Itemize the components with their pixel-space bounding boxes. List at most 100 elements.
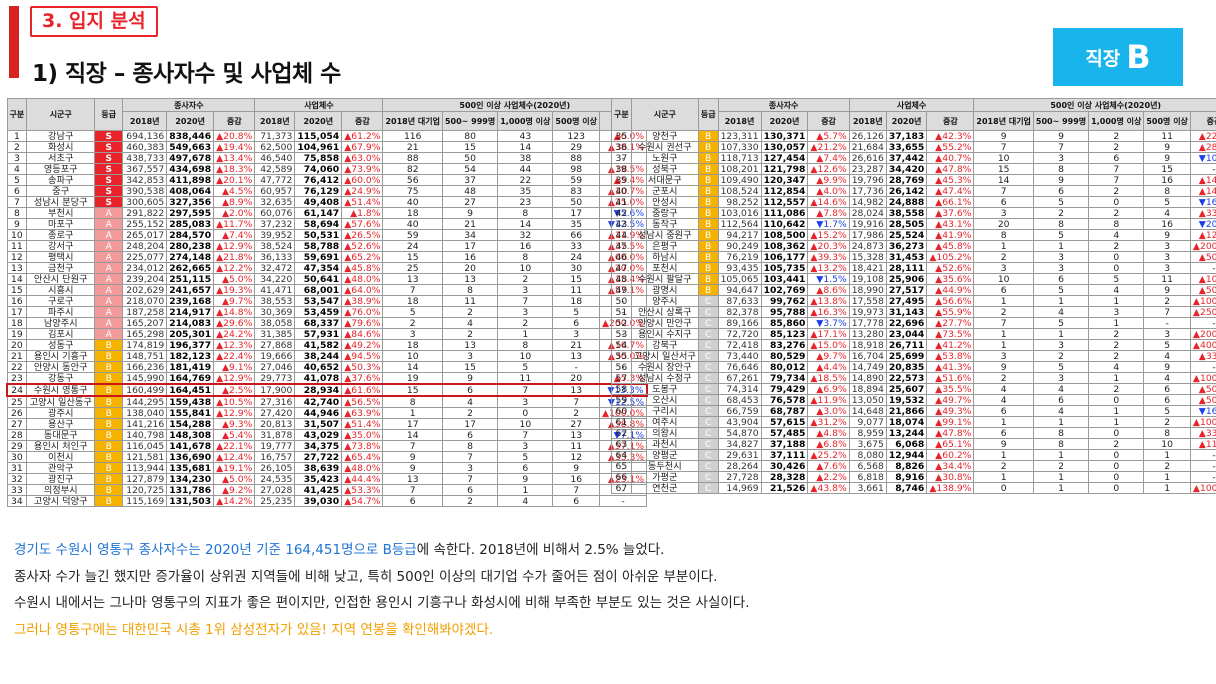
count-cell: 16 bbox=[1143, 218, 1191, 230]
table-row: 60 구리시 C 66,759 68,787 ▲3.0% 14,648 21,866 ▲49.3… bbox=[611, 405, 1216, 417]
change-cell: ▲53.3% bbox=[341, 484, 384, 496]
change-cell: ▲12.6% bbox=[807, 163, 850, 175]
value-2018: 67,261 bbox=[717, 372, 762, 384]
count-cell: 88 bbox=[382, 152, 443, 164]
value-2018: 6,818 bbox=[848, 471, 887, 483]
row-index: 30 bbox=[6, 451, 28, 463]
count-cell: 14 bbox=[973, 174, 1034, 186]
table-row: 8 부천시 A 291,822 297,595 ▲2.0% 60,076 61,147 ▲1.8… bbox=[6, 207, 648, 219]
count-cell: 3 bbox=[1032, 372, 1090, 384]
row-index: 60 bbox=[611, 405, 632, 417]
count-cell: 5 bbox=[1143, 405, 1191, 417]
count-cell: 7 bbox=[497, 295, 554, 307]
change-cell: ▲42.3% bbox=[926, 130, 975, 142]
row-index: 4 bbox=[6, 163, 28, 175]
grade-cell: A bbox=[94, 273, 124, 285]
change-cell: ▲41.3% bbox=[926, 361, 975, 373]
count-cell: 1 bbox=[973, 449, 1034, 461]
value-2020: 49,408 bbox=[294, 196, 343, 208]
row-index: 57 bbox=[611, 372, 632, 384]
row-index: 19 bbox=[6, 328, 28, 340]
change-cell: - bbox=[1189, 471, 1216, 483]
change-cell: ▲51.4% bbox=[341, 196, 384, 208]
change-cell: ▲29.6% bbox=[213, 317, 256, 329]
row-index: 43 bbox=[611, 218, 632, 230]
value-2020: 408,064 bbox=[166, 185, 215, 197]
count-cell: 8 bbox=[1143, 427, 1191, 439]
value-2018: 17,558 bbox=[848, 295, 887, 307]
change-cell: ▲9.3% bbox=[213, 418, 256, 430]
row-index: 15 bbox=[6, 284, 28, 296]
count-cell: 5 bbox=[1143, 339, 1191, 351]
count-cell: 0 bbox=[1088, 196, 1145, 208]
count-cell: 11 bbox=[552, 440, 600, 452]
table-row: 30 이천시 B 121,581 136,690 ▲12.4% 16,757 27,722 ▲6… bbox=[6, 451, 648, 463]
region-name: 고양시 일산동구 bbox=[26, 395, 96, 408]
table-row: 25 고양시 일산동구 B 144,295 159,438 ▲10.5% 27,316 42,… bbox=[6, 395, 648, 408]
table-row: 14 안산시 단원구 A 239,204 251,115 ▲5.0% 34,220 50,64… bbox=[6, 273, 648, 285]
count-cell: 0 bbox=[973, 482, 1034, 494]
change-cell: ▲30.8% bbox=[926, 471, 975, 483]
table-row: 52 안양시 만안구 C 89,166 85,860 ▼3.7% 17,778 22,696 ▲… bbox=[611, 317, 1216, 329]
count-cell: 56 bbox=[382, 174, 443, 186]
count-cell: 15 bbox=[441, 361, 499, 373]
row-index: 28 bbox=[6, 429, 28, 441]
change-cell: - bbox=[598, 495, 648, 507]
count-cell: 1 bbox=[497, 328, 554, 340]
count-cell: 1 bbox=[1088, 372, 1145, 384]
value-2020: 205,301 bbox=[166, 328, 215, 340]
count-cell: 7 bbox=[1032, 141, 1090, 153]
change-cell: ▲2.0% bbox=[213, 207, 256, 219]
region-name: 시흥시 bbox=[26, 284, 96, 296]
value-2020: 35,423 bbox=[294, 473, 343, 485]
change-cell: ▲41.9% bbox=[926, 229, 975, 241]
grade-cell: A bbox=[94, 207, 124, 219]
grade-cell: B bbox=[697, 174, 719, 186]
count-cell: 14 bbox=[382, 429, 443, 441]
col-header-sigungu: 시군구 bbox=[630, 98, 699, 131]
value-2020: 41,582 bbox=[294, 339, 343, 351]
count-cell: 1 bbox=[1088, 405, 1145, 417]
grade-cell: B bbox=[94, 484, 124, 496]
col-subheader: 2020년 bbox=[885, 111, 928, 131]
count-cell: 40 bbox=[382, 196, 443, 208]
value-2020: 31,507 bbox=[294, 418, 343, 430]
grade-cell: B bbox=[94, 383, 124, 397]
row-index: 53 bbox=[611, 328, 632, 340]
count-cell: 4 bbox=[441, 317, 499, 329]
col-subheader: 2018년 bbox=[122, 111, 168, 131]
count-cell: 2 bbox=[497, 273, 554, 285]
region-name: 종로구 bbox=[26, 229, 96, 241]
row-index: 66 bbox=[611, 471, 632, 483]
count-cell: 7 bbox=[497, 429, 554, 441]
count-cell: 4 bbox=[973, 394, 1034, 406]
col-subheader: 증감 bbox=[926, 111, 975, 131]
col-subheader: 2020년 bbox=[760, 111, 809, 131]
count-cell: 2 bbox=[973, 372, 1034, 384]
value-2018: 14,749 bbox=[848, 361, 887, 373]
value-2018: 14,648 bbox=[848, 405, 887, 417]
value-2020: 20,835 bbox=[885, 361, 928, 373]
table-row: 65 동두천시 C 28,264 30,426 ▲7.6% 6,568 8,826 ▲34.4%… bbox=[611, 460, 1216, 472]
table-row: 23 강동구 B 145,990 164,769 ▲12.9% 29,773 41,078 ▲3… bbox=[6, 372, 648, 385]
grade-cell: C bbox=[697, 405, 719, 417]
change-cell: ▲19.3% bbox=[213, 284, 256, 296]
change-cell: ▲11.1% bbox=[1189, 438, 1216, 450]
table-row: 3 서초구 S 438,733 497,678 ▲13.4% 46,540 75,858 ▲63… bbox=[6, 152, 648, 164]
count-cell: 35 bbox=[552, 218, 600, 230]
value-2018: 248,204 bbox=[122, 240, 168, 252]
grade-cell: B bbox=[697, 152, 719, 164]
table-row: 11 강서구 A 248,204 280,238 ▲12.9% 38,524 58,788 ▲5… bbox=[6, 240, 648, 252]
count-cell: 3 bbox=[441, 350, 499, 362]
count-cell: 8 bbox=[1143, 185, 1191, 197]
value-2020: 21,866 bbox=[885, 405, 928, 417]
col-subheader: 2018년 bbox=[717, 111, 762, 131]
value-2020: 112,557 bbox=[760, 196, 809, 208]
count-cell: 30 bbox=[552, 262, 600, 274]
workers-table-right: 구분 시군구 등급 종사자수 사업체수 500인 이상 사업체수(2020년) 2018년 2… bbox=[611, 98, 1216, 494]
value-2018: 72,720 bbox=[717, 328, 762, 340]
col-subheader: 증감 bbox=[213, 111, 256, 131]
change-cell: ▲12.4% bbox=[213, 451, 256, 463]
grade-cell: C bbox=[697, 460, 719, 472]
count-cell: 0 bbox=[1088, 449, 1145, 461]
